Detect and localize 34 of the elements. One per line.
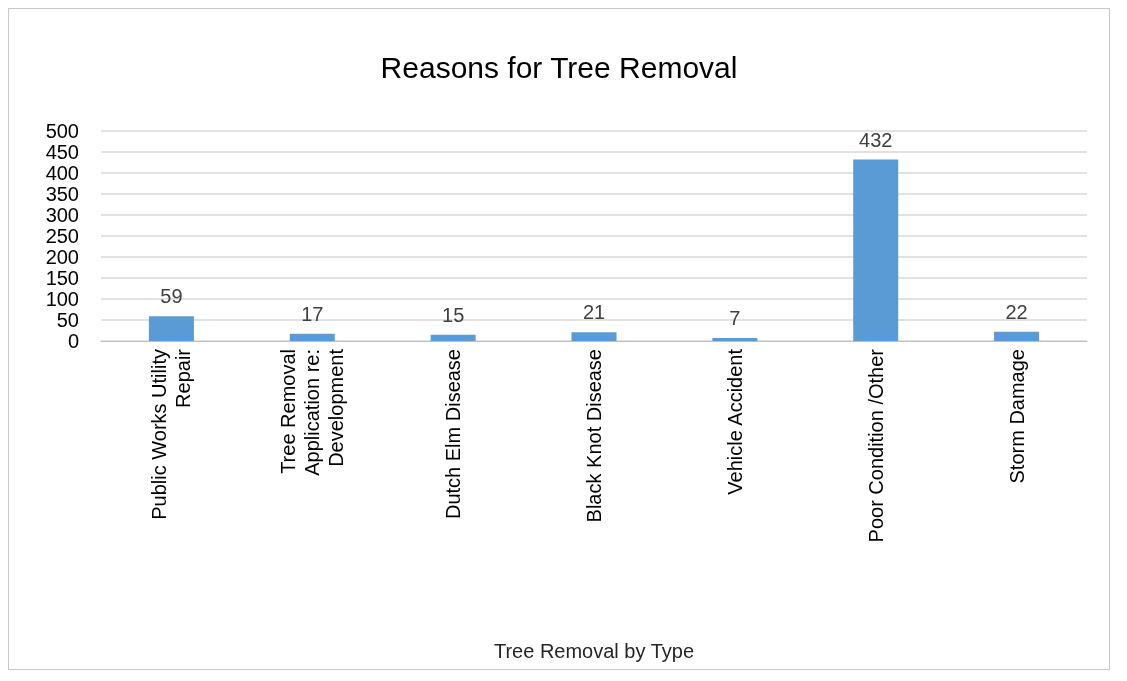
data-label: 17 (301, 302, 324, 325)
bar (853, 159, 899, 341)
bar (571, 332, 617, 341)
x-tick-label: Tree Removal Application re: Development (277, 348, 348, 476)
x-tick-label: Storm Damage (1005, 349, 1028, 484)
y-tick-label: 350 (45, 183, 79, 205)
y-tick-label: 250 (45, 225, 79, 247)
chart-title: Reasons for Tree Removal (380, 50, 738, 84)
x-tick-label: Dutch Elm Disease (442, 349, 465, 520)
x-tick-label: Public Works Utility Repair (148, 348, 195, 520)
x-axis-title: Tree Removal by Type (493, 640, 695, 662)
data-label: 59 (160, 285, 183, 308)
data-label: 15 (442, 303, 465, 326)
data-label: 22 (1005, 300, 1028, 323)
y-tick-label: 0 (67, 330, 79, 352)
bar (430, 334, 476, 341)
bar (148, 316, 194, 341)
y-tick-label: 300 (45, 204, 79, 226)
y-tick-label: 150 (45, 267, 79, 289)
x-tick-label: Poor Condition /Other (864, 348, 887, 543)
y-tick-label: 100 (45, 288, 79, 310)
y-tick-label: 200 (45, 246, 79, 268)
y-tick-label: 450 (45, 141, 79, 163)
x-tick-label: Vehicle Accident (723, 348, 746, 495)
bar (289, 333, 335, 341)
y-tick-label: 500 (45, 120, 79, 142)
y-tick-label: 400 (45, 162, 79, 184)
x-tick-label: Black Knot Disease (583, 349, 605, 523)
y-tick-label: 50 (56, 309, 79, 331)
bar (994, 331, 1040, 341)
data-label: 21 (582, 301, 606, 324)
data-label: 7 (729, 307, 741, 330)
data-label: 432 (859, 128, 893, 151)
bar (712, 338, 758, 341)
